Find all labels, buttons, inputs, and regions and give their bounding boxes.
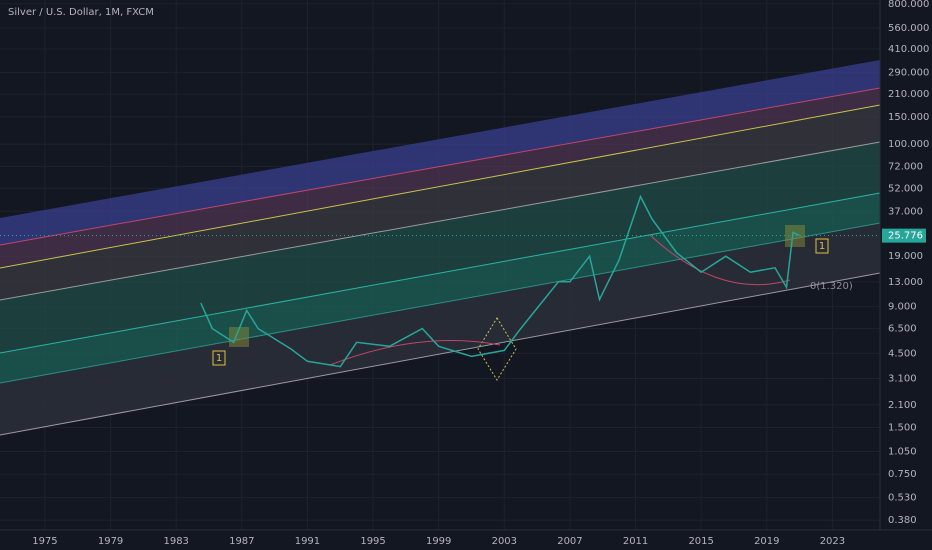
channel-line	[0, 272, 881, 436]
arc-drawing	[649, 234, 791, 286]
y-tick-label: 3.100	[888, 373, 917, 384]
annotation-box	[815, 238, 829, 254]
channel-line	[0, 87, 881, 246]
x-tick-label: 2023	[820, 536, 845, 547]
y-tick-label: 0.530	[888, 493, 917, 504]
y-tick-label: 9.000	[888, 302, 917, 313]
channel-line	[0, 192, 881, 354]
x-tick-label: 1999	[426, 536, 451, 547]
y-tick-label: 150.000	[888, 112, 929, 123]
annotation: 1	[216, 353, 222, 364]
x-tick-label: 1991	[295, 536, 320, 547]
y-tick-label: 410.000	[888, 44, 929, 55]
x-tick-label: 2003	[492, 536, 517, 547]
y-tick-label: 100.000	[888, 139, 929, 150]
y-tick-label: 0.380	[888, 515, 917, 526]
price-axis	[880, 0, 932, 550]
annotation: 1	[819, 241, 825, 252]
price-line	[200, 194, 800, 368]
highlight-box	[785, 225, 805, 247]
channel-band	[0, 193, 880, 383]
y-tick-label: 4.500	[888, 348, 917, 359]
channel-line	[0, 104, 881, 269]
annotation: 0(1.320)	[810, 281, 853, 292]
y-tick-label: 560.000	[888, 23, 929, 34]
channel	[0, 60, 881, 436]
price-label-box	[882, 228, 926, 243]
y-tick-label: 1.500	[888, 422, 917, 433]
x-tick-label: 2019	[754, 536, 779, 547]
x-tick-label: 1983	[163, 536, 188, 547]
channel-band	[0, 223, 880, 435]
x-tick-label: 2011	[623, 536, 648, 547]
y-tick-label: 210.000	[888, 89, 929, 100]
x-tick-label: 2007	[557, 536, 582, 547]
diamond-pattern	[477, 317, 517, 381]
y-tick-label: 2.100	[888, 400, 917, 411]
x-tick-label: 1979	[98, 536, 123, 547]
y-tick-label: 52.000	[888, 183, 923, 194]
y-tick-label: 1.050	[888, 447, 917, 458]
price-label: 25.776	[888, 231, 923, 242]
chart-title: Silver / U.S. Dollar, 1M, FXCM	[8, 7, 154, 18]
x-tick-label: 1987	[229, 536, 254, 547]
channel-line	[0, 141, 881, 301]
y-tick-label: 6.500	[888, 324, 917, 335]
y-tick-label: 72.000	[888, 161, 923, 172]
x-tick-label: 2015	[688, 536, 713, 547]
channel-band	[0, 60, 880, 245]
y-tick-label: 13.000	[888, 277, 923, 288]
channel-band	[0, 142, 880, 353]
x-tick-label: 1975	[32, 536, 57, 547]
channel-band	[0, 88, 880, 268]
y-tick-label: 37.000	[888, 206, 923, 217]
channel-line	[0, 222, 881, 384]
annotation-box	[212, 350, 226, 366]
y-tick-label: 19.000	[888, 251, 923, 262]
y-tick-label: 800.000	[888, 0, 929, 10]
arc-drawing	[329, 340, 501, 366]
x-tick-label: 1995	[360, 536, 385, 547]
y-tick-label: 0.750	[888, 469, 917, 480]
y-tick-label: 290.000	[888, 67, 929, 78]
channel-band	[0, 105, 880, 300]
